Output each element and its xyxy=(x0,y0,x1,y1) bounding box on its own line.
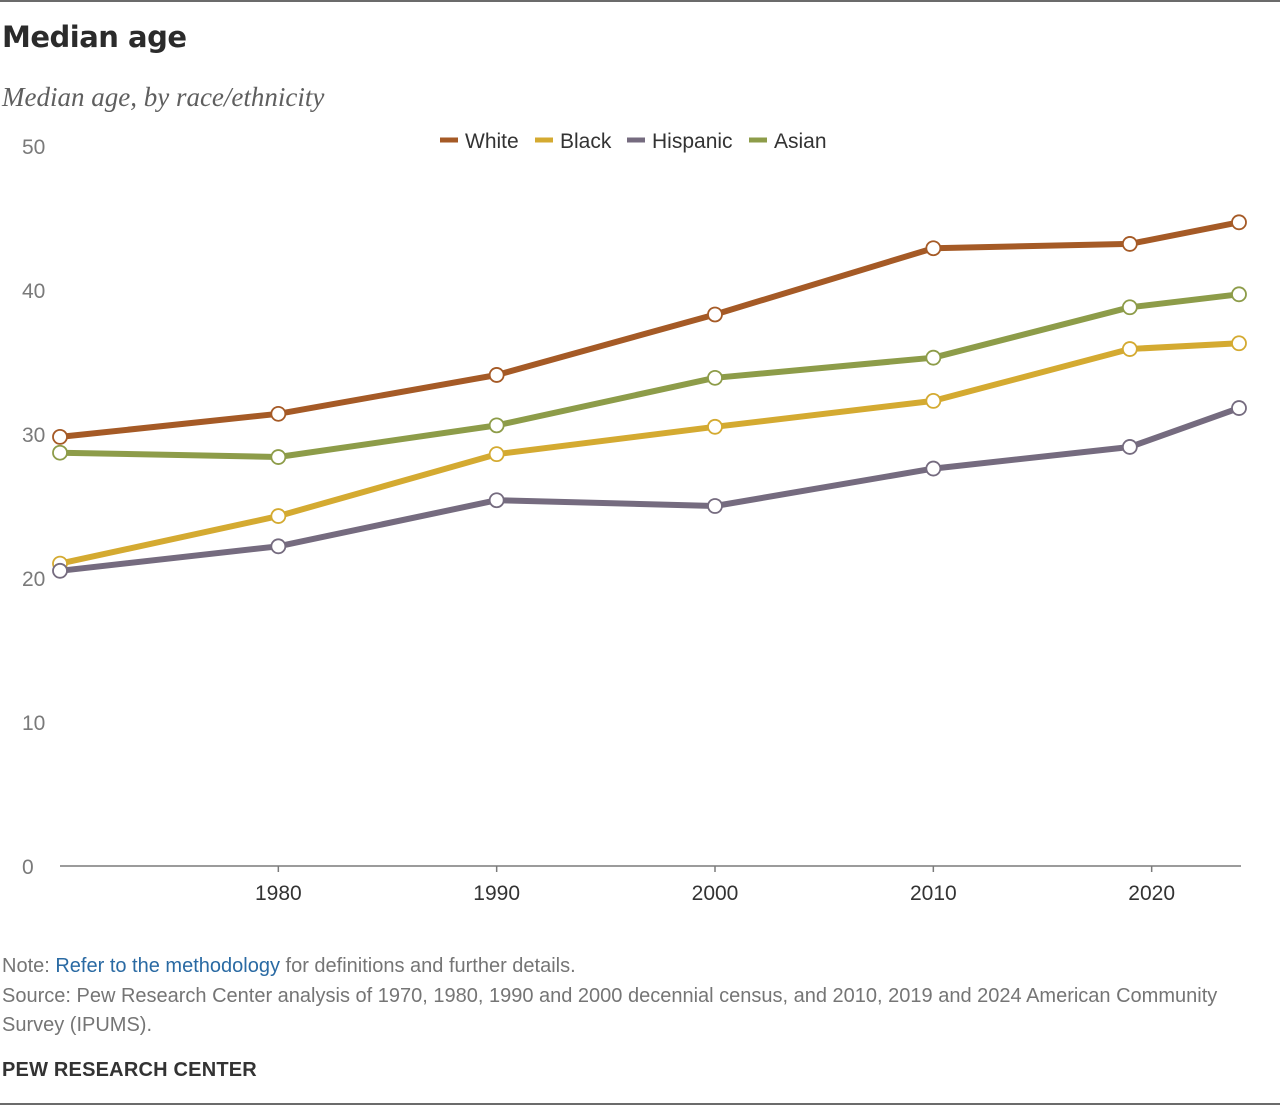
data-point-asian xyxy=(1231,286,1247,303)
data-point-hispanic xyxy=(52,562,68,579)
y-tick-label: 40 xyxy=(22,280,45,303)
data-point-asian xyxy=(925,349,942,366)
x-tick-label: 1980 xyxy=(255,882,302,905)
chart-legend: White Black Hispanic Asian xyxy=(440,130,827,153)
source-line: Source: Pew Research Center analysis of … xyxy=(2,984,1218,1037)
top-rule xyxy=(0,0,1280,2)
bottom-rule xyxy=(0,1103,1280,1105)
data-point-black xyxy=(707,418,723,435)
x-axis: 1980 1990 2000 2010 2020 xyxy=(60,865,1241,905)
y-tick-label: 0 xyxy=(22,856,34,879)
y-axis-ticks: 0 10 20 30 40 50 xyxy=(22,136,45,879)
legend-label-black: Black xyxy=(560,130,612,153)
chart-notes: Note: Refer to the methodology for defin… xyxy=(2,952,1242,1041)
series-lines xyxy=(57,219,1242,574)
brand-footer: PEW RESEARCH CENTER xyxy=(2,1059,257,1081)
data-point-white xyxy=(270,405,287,422)
data-point-black xyxy=(1231,335,1247,352)
data-point-white xyxy=(1121,236,1138,252)
data-point-hispanic xyxy=(1121,439,1138,455)
data-point-black xyxy=(1121,341,1138,357)
data-point-white xyxy=(707,306,723,323)
data-point-black xyxy=(488,446,505,463)
data-point-asian xyxy=(707,369,723,386)
note-suffix: for definitions and further details. xyxy=(279,955,576,977)
x-tick-label: 2010 xyxy=(910,882,957,905)
data-point-black xyxy=(270,508,287,524)
chart-title: Median age xyxy=(2,20,187,54)
line-chart: White Black Hispanic Asian 0 10 20 30 40 50 1980… xyxy=(22,130,1247,905)
legend-label-hispanic: Hispanic xyxy=(652,130,733,153)
chart-subtitle: Median age, by race/ethnicity xyxy=(2,82,325,112)
y-tick-label: 30 xyxy=(22,424,45,447)
data-point-white xyxy=(1231,214,1247,231)
methodology-link[interactable]: Refer to the methodology xyxy=(55,955,280,977)
y-tick-label: 50 xyxy=(22,136,45,159)
data-point-asian xyxy=(270,449,287,465)
y-tick-label: 20 xyxy=(22,568,45,591)
data-point-white xyxy=(488,367,505,383)
data-point-asian xyxy=(488,417,505,434)
legend-label-asian: Asian xyxy=(774,130,827,153)
data-point-black xyxy=(925,392,942,409)
data-point-white xyxy=(52,428,68,445)
y-tick-label: 10 xyxy=(22,712,45,735)
note-line: Note: Refer to the methodology for defin… xyxy=(2,952,1242,982)
data-point-asian xyxy=(1121,299,1138,316)
data-point-hispanic xyxy=(925,460,942,477)
x-tick-label: 1990 xyxy=(473,882,520,905)
data-point-white xyxy=(925,240,942,257)
x-tick-label: 2020 xyxy=(1128,882,1175,905)
note-prefix: Note: xyxy=(2,955,56,977)
x-tick-label: 2000 xyxy=(692,882,739,905)
data-point-hispanic xyxy=(1231,400,1247,416)
legend-label-white: White xyxy=(465,130,519,153)
data-point-hispanic xyxy=(270,538,287,555)
series-points xyxy=(52,214,1247,579)
data-point-hispanic xyxy=(707,498,723,514)
data-point-hispanic xyxy=(488,492,505,509)
series-line-white xyxy=(57,219,1242,440)
data-point-asian xyxy=(52,444,68,461)
